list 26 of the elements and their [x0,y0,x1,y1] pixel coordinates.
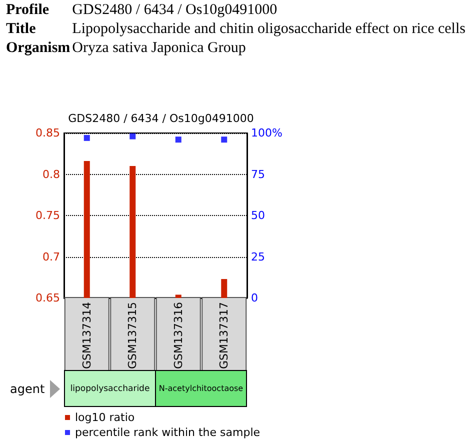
y2-tick-label: 25 [251,250,265,264]
text: Organism [6,40,72,58]
text: Lipopolysaccharide and chitin oligosaccharide effect on rice cells [72,21,466,39]
y2-tick-label: 50 [251,209,265,222]
text: Title [6,21,37,39]
text: Profile [6,2,50,20]
x-tick-label: GSM137316 [172,302,185,369]
y-tick-label: 0.85 [36,126,60,140]
y2-tick-label: 100% [251,126,282,140]
y2-tick-label: 0 [251,292,258,304]
y-tick-label: 0.75 [36,209,60,222]
chart-title: GDS2480 / 6434 / Os10g0491000 [68,112,254,125]
text: Oryza sativa Japonica Group [72,40,247,58]
text: N-acetylchitooctaose [156,371,246,406]
y-tick-label: 0.65 [36,292,60,304]
legend-label: percentile rank within the sample [75,426,260,439]
x-tick-label: GSM137317 [218,302,231,369]
text: lipopolysaccharide [65,371,156,406]
text: agent [10,381,45,398]
text: GDS2480 / 6434 / Os10g0491000 [72,2,278,20]
y-tick-label: 0.8 [42,168,60,181]
x-tick-label: GSM137314 [80,302,94,369]
y2-tick-label: 75 [251,168,265,181]
legend-label: log10 ratio [75,411,135,424]
x-tick-label: GSM137315 [126,302,140,369]
y-tick-label: 0.7 [42,250,60,264]
